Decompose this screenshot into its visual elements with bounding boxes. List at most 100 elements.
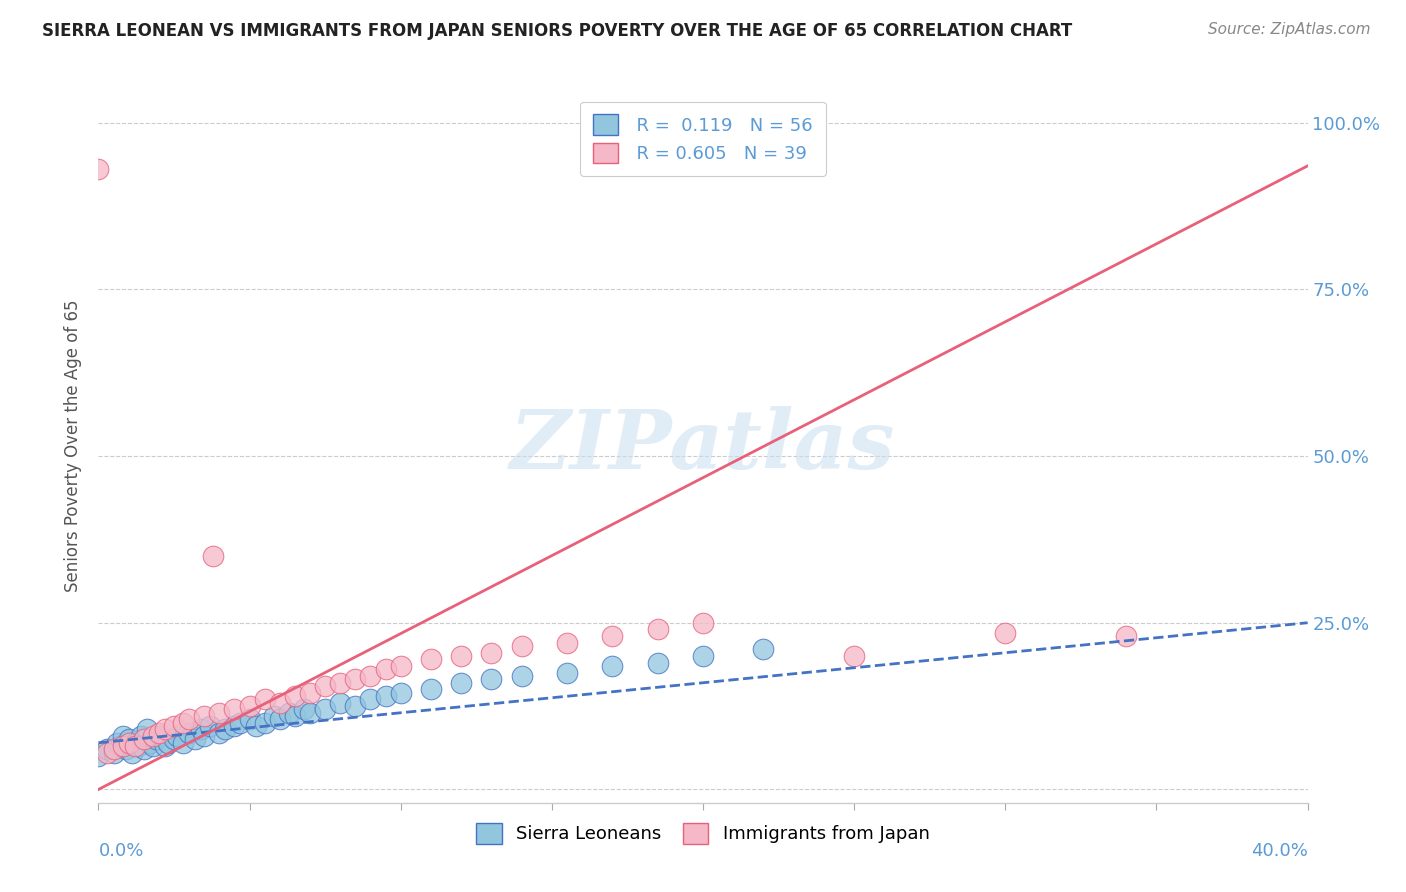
Point (87, 749, 110, 764)
Point (108, 739, 131, 753)
Point (172, 736, 194, 750)
Point (389, 659, 412, 673)
Point (124, 739, 146, 753)
Point (269, 713, 291, 727)
Point (314, 702, 336, 716)
Point (208, 706, 231, 720)
Point (121, 746, 143, 760)
Point (96, 746, 118, 760)
Point (510, 639, 533, 653)
Point (163, 732, 186, 747)
Point (127, 739, 149, 753)
Point (179, 725, 201, 739)
Point (481, 646, 503, 660)
Point (481, 673, 503, 687)
Point (166, 729, 188, 743)
Point (647, 656, 669, 670)
Point (344, 699, 367, 714)
Point (193, 729, 215, 743)
Point (202, 549, 225, 563)
Point (142, 729, 165, 743)
Point (190, 723, 212, 737)
Point (277, 706, 299, 720)
Point (111, 729, 134, 743)
Point (124, 736, 146, 750)
Point (450, 675, 472, 690)
Point (200, 719, 222, 733)
Point (360, 669, 382, 683)
Point (329, 675, 352, 690)
Point (450, 649, 472, 664)
Point (253, 692, 276, 706)
Point (752, 642, 775, 657)
Text: ZIPatlas: ZIPatlas (510, 406, 896, 486)
Point (105, 736, 128, 750)
Point (118, 736, 141, 750)
Point (129, 729, 152, 743)
Point (314, 679, 336, 693)
Point (163, 719, 186, 733)
Point (193, 709, 215, 723)
Point (269, 696, 291, 710)
Point (111, 739, 134, 753)
Point (420, 652, 443, 666)
Point (179, 713, 201, 727)
Point (389, 686, 412, 700)
Point (329, 696, 352, 710)
Point (172, 715, 194, 730)
Point (555, 636, 578, 650)
Text: 40.0%: 40.0% (1251, 842, 1308, 860)
Point (602, 629, 624, 643)
Point (224, 702, 246, 716)
Text: SIERRA LEONEAN VS IMMIGRANTS FROM JAPAN SENIORS POVERTY OVER THE AGE OF 65 CORRE: SIERRA LEONEAN VS IMMIGRANTS FROM JAPAN … (42, 22, 1073, 40)
Point (374, 662, 396, 676)
Point (229, 715, 252, 730)
Point (602, 659, 624, 673)
Point (208, 725, 231, 739)
Point (135, 723, 157, 737)
Point (118, 732, 141, 747)
Point (284, 689, 307, 703)
Point (142, 739, 165, 753)
Point (239, 699, 262, 714)
Point (114, 742, 136, 756)
Point (156, 736, 179, 750)
Point (139, 736, 162, 750)
Point (510, 669, 533, 683)
Point (263, 709, 285, 723)
Point (245, 719, 267, 733)
Point (1115, 629, 1137, 643)
Point (844, 649, 866, 664)
Point (214, 723, 236, 737)
Point (153, 723, 176, 737)
Point (360, 692, 382, 706)
Point (299, 686, 322, 700)
Point (253, 715, 276, 730)
Point (103, 746, 125, 760)
Point (994, 625, 1017, 640)
Point (153, 739, 176, 753)
Point (239, 713, 262, 727)
Point (132, 732, 155, 747)
Point (692, 615, 714, 630)
Point (132, 742, 155, 756)
Point (145, 732, 167, 747)
Point (420, 682, 443, 697)
Text: Source: ZipAtlas.com: Source: ZipAtlas.com (1208, 22, 1371, 37)
Text: 0.0%: 0.0% (98, 842, 143, 860)
Point (284, 709, 307, 723)
Point (692, 649, 714, 664)
Point (555, 665, 578, 680)
Point (96, 742, 118, 756)
Y-axis label: Seniors Poverty Over the Age of 65: Seniors Poverty Over the Age of 65 (65, 300, 83, 592)
Point (344, 673, 367, 687)
Point (292, 702, 315, 716)
Point (184, 732, 207, 747)
Point (103, 742, 125, 756)
Point (647, 623, 669, 637)
Point (224, 719, 246, 733)
Point (87, 162, 110, 177)
Legend: Sierra Leoneans, Immigrants from Japan: Sierra Leoneans, Immigrants from Japan (470, 815, 936, 851)
Point (148, 729, 170, 743)
Point (299, 706, 322, 720)
